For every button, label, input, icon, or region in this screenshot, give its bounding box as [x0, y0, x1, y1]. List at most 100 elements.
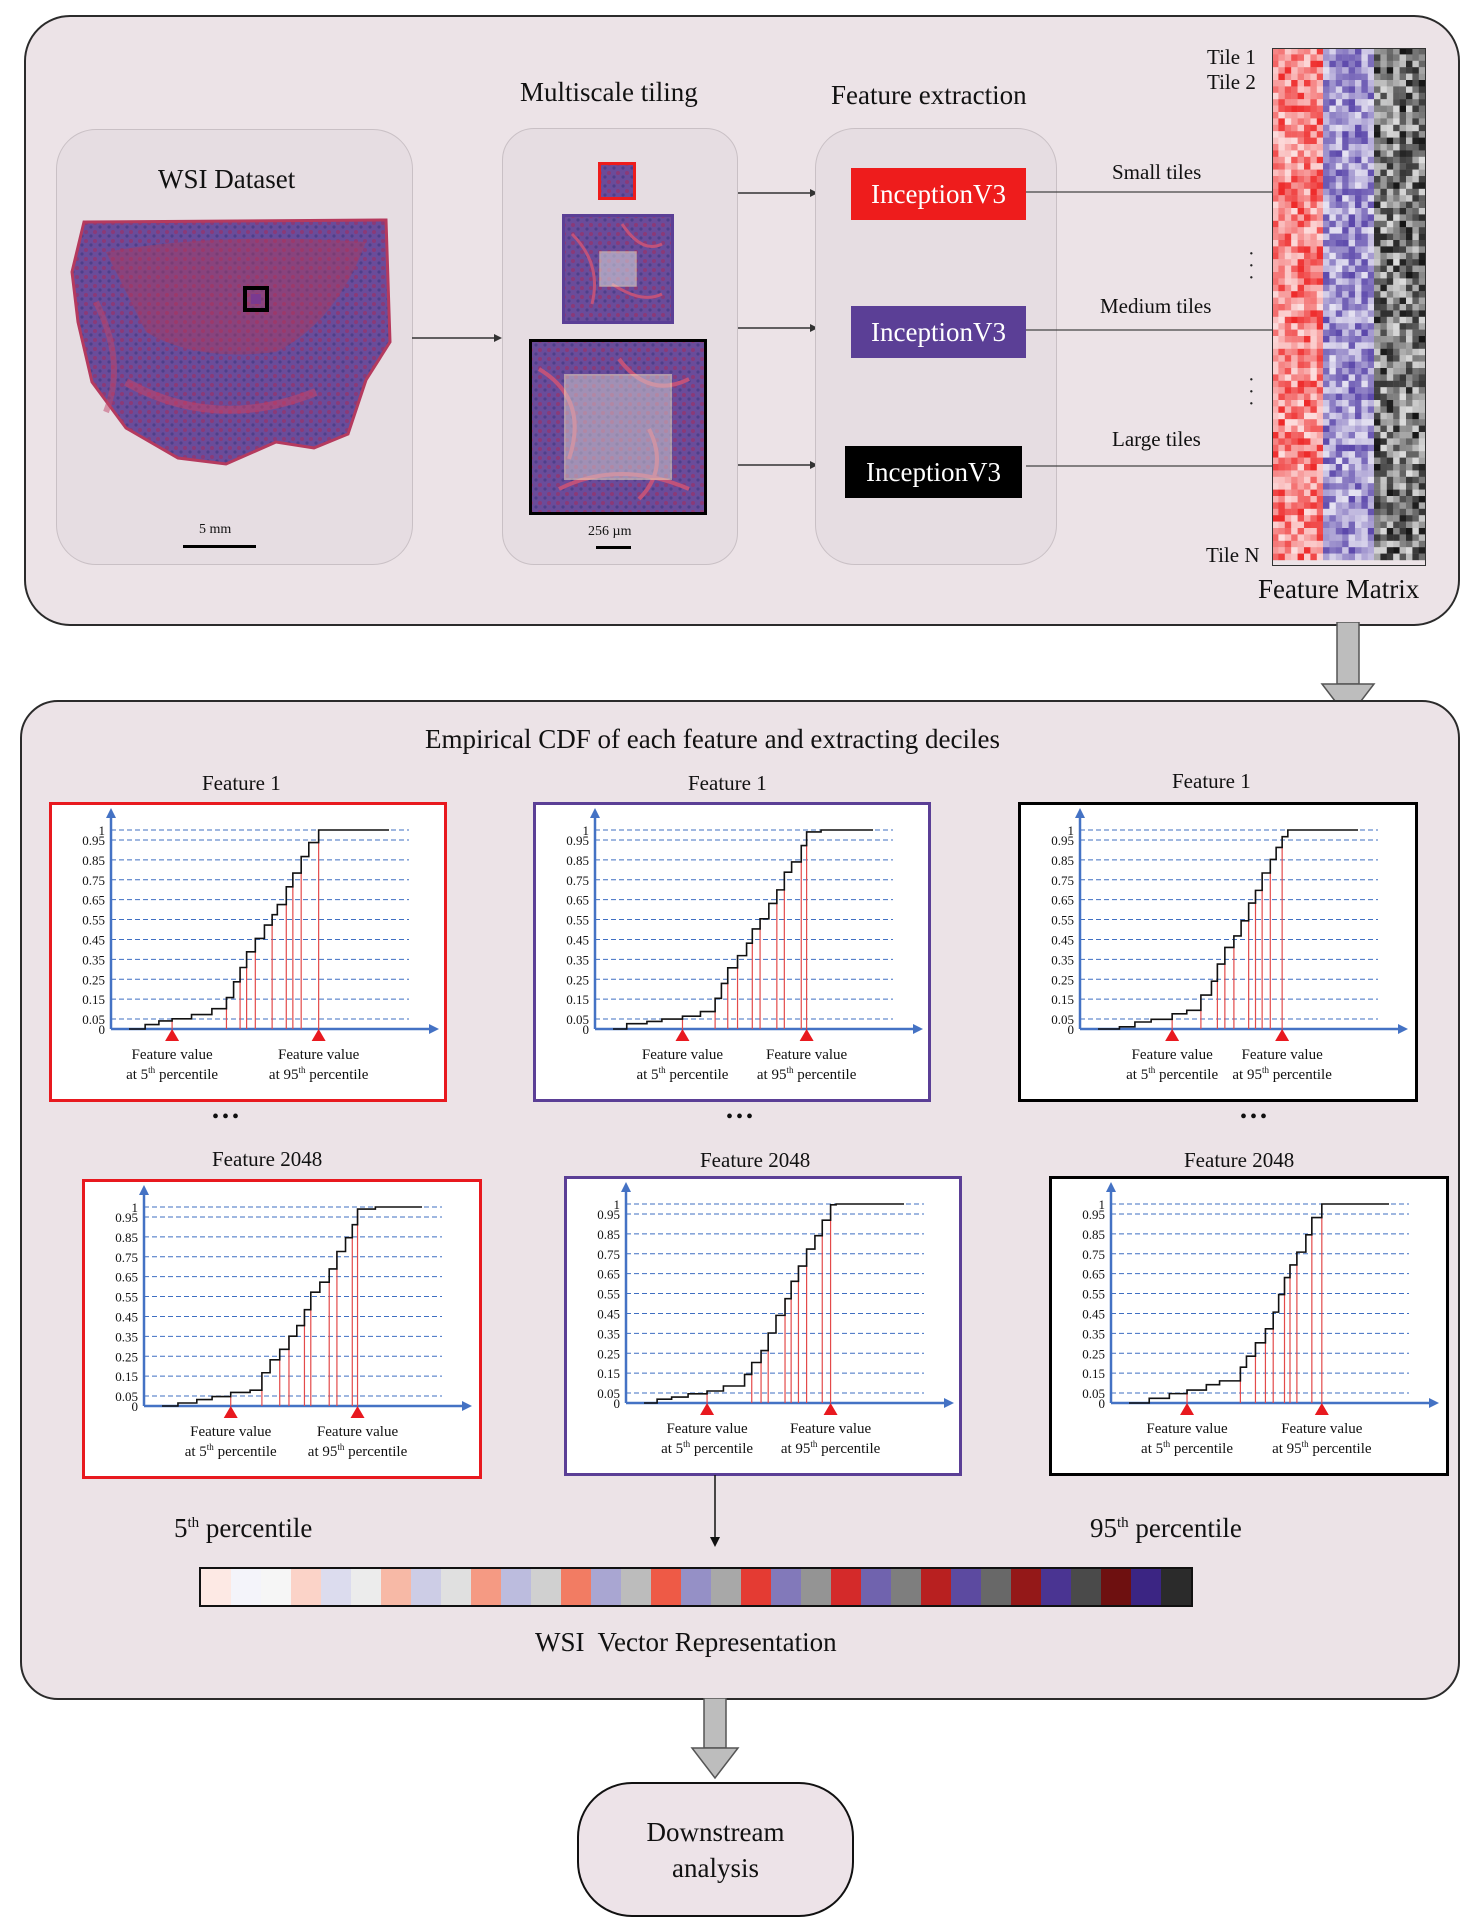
matrix-cell: [1297, 80, 1305, 87]
matrix-cell: [1335, 144, 1343, 151]
matrix-cell: [1310, 368, 1317, 375]
matrix-cell: [1412, 425, 1419, 433]
matrix-cell: [1272, 310, 1279, 317]
matrix-cell: [1304, 540, 1311, 548]
matrix-cell: [1399, 502, 1407, 509]
matrix-cell: [1272, 489, 1279, 497]
percentile-marker: [223, 1406, 238, 1418]
y-tick-label: 0.25: [115, 1349, 138, 1364]
matrix-cell: [1310, 54, 1317, 61]
matrix-cell: [1361, 208, 1368, 215]
matrix-cell: [1284, 496, 1292, 503]
y-tick-label: 0: [1068, 1022, 1075, 1037]
matrix-cell: [1406, 99, 1413, 106]
y-tick-label: 0.25: [566, 972, 589, 987]
matrix-cell: [1348, 438, 1356, 445]
downstream-line-1: Downstream: [646, 1816, 785, 1847]
matrix-cell: [1412, 470, 1419, 477]
matrix-cell: [1374, 387, 1381, 394]
matrix-cell: [1310, 259, 1317, 266]
matrix-cell: [1374, 348, 1381, 356]
matrix-cell: [1367, 265, 1375, 273]
matrix-cell: [1310, 329, 1317, 337]
matrix-cell: [1412, 214, 1419, 221]
matrix-cell: [1297, 470, 1305, 477]
matrix-cell: [1361, 425, 1368, 433]
matrix-cell: [1367, 240, 1375, 247]
matrix-cell: [1304, 419, 1311, 426]
matrix-cell: [1412, 547, 1419, 554]
matrix-cell: [1329, 348, 1336, 356]
matrix-cell: [1386, 419, 1394, 426]
matrix-cell: [1374, 496, 1381, 503]
matrix-cell: [1348, 502, 1356, 509]
matrix-cell: [1284, 348, 1292, 356]
matrix-cell: [1342, 195, 1349, 202]
matrix-cell: [1348, 240, 1356, 247]
percentile-marker: [311, 1029, 326, 1041]
matrix-cell: [1386, 137, 1394, 145]
matrix-cell: [1355, 252, 1362, 260]
matrix-cell: [1291, 80, 1298, 87]
matrix-cell: [1329, 380, 1336, 388]
matrix-cell: [1278, 489, 1285, 497]
matrix-cell: [1342, 387, 1349, 394]
matrix-cell: [1412, 272, 1419, 279]
matrix-cell: [1355, 553, 1362, 561]
matrix-cell: [1310, 105, 1317, 113]
matrix-cell: [1304, 150, 1311, 157]
matrix-cell: [1310, 547, 1317, 554]
matrix-cell: [1329, 156, 1336, 164]
matrix-cell: [1380, 355, 1387, 362]
matrix-cell: [1412, 348, 1419, 356]
matrix-cell: [1284, 534, 1292, 541]
matrix-cell: [1399, 393, 1407, 401]
matrix-cell: [1297, 233, 1305, 241]
matrix-cell: [1323, 150, 1330, 157]
matrix-cell: [1297, 144, 1305, 151]
matrix-cell: [1380, 412, 1387, 420]
matrix-cell: [1297, 419, 1305, 426]
matrix-cell: [1297, 489, 1305, 497]
y-axis-arrow: [621, 1182, 631, 1192]
matrix-cell: [1348, 470, 1356, 477]
matrix-cell: [1412, 118, 1419, 125]
matrix-cell: [1342, 60, 1349, 68]
matrix-cell: [1399, 380, 1407, 388]
matrix-cell: [1342, 182, 1349, 189]
y-tick-label: 0.05: [1082, 1386, 1105, 1401]
wsi-dataset-title: WSI Dataset: [158, 164, 296, 194]
matrix-cell: [1323, 272, 1330, 279]
p5-sup: th: [187, 1515, 200, 1531]
matrix-cell: [1406, 131, 1413, 138]
matrix-cell: [1316, 92, 1324, 100]
matrix-cell: [1304, 60, 1311, 68]
matrix-cell: [1393, 163, 1400, 170]
matrix-cell: [1291, 412, 1298, 420]
matrix-cell: [1342, 48, 1349, 55]
matrix-cell: [1284, 444, 1292, 452]
matrix-cell: [1304, 291, 1311, 298]
matrix-cell: [1386, 502, 1394, 509]
matrix-cell: [1329, 374, 1336, 381]
matrix-cell: [1406, 323, 1413, 330]
matrix-cell: [1355, 284, 1362, 292]
matrix-cell: [1361, 470, 1368, 477]
matrix-cell: [1291, 169, 1298, 177]
matrix-cell: [1284, 67, 1292, 74]
matrix-cell: [1412, 188, 1419, 196]
annotation-line-1: Feature value: [131, 1047, 213, 1063]
matrix-cell: [1310, 137, 1317, 145]
matrix-cell: [1386, 156, 1394, 164]
cdf-step-line: [1129, 1203, 1389, 1404]
matrix-cell: [1355, 412, 1362, 420]
matrix-cell: [1406, 412, 1413, 420]
matrix-cell: [1297, 208, 1305, 215]
matrix-cell: [1367, 483, 1375, 490]
matrix-cell: [1355, 60, 1362, 68]
matrix-cell: [1355, 304, 1362, 311]
matrix-cell: [1393, 348, 1400, 356]
tile-scale-label: 256 µm: [588, 524, 632, 539]
matrix-cell: [1406, 368, 1413, 375]
matrix-cell: [1304, 412, 1311, 420]
